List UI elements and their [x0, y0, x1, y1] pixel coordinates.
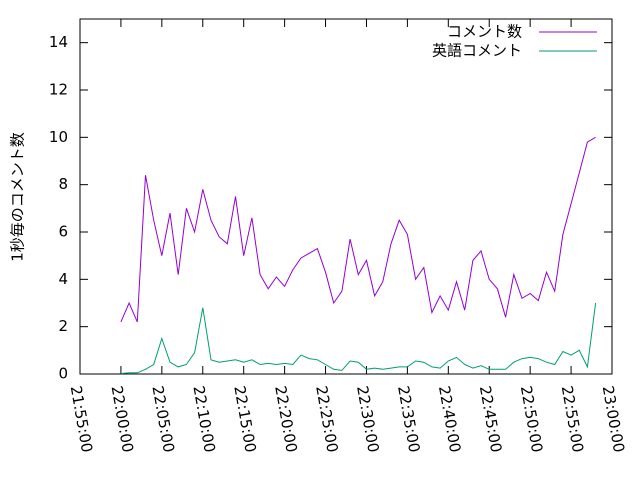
x-tick-label: 22:50:00	[517, 384, 546, 453]
x-tick-label: 22:05:00	[148, 384, 177, 453]
x-tick-label: 22:45:00	[476, 384, 505, 453]
series-line	[120, 302, 597, 374]
plot-frame	[79, 18, 613, 375]
x-tick-label: 21:55:00	[67, 384, 96, 453]
y-tick-label: 14	[49, 33, 68, 51]
y-tick-label: 8	[58, 175, 68, 193]
y-tick-label: 0	[58, 365, 68, 383]
y-axis-label: 1秒毎のコメント数	[9, 132, 27, 262]
x-tick-label: 22:30:00	[353, 384, 382, 453]
x-tick-label: 22:55:00	[558, 384, 587, 453]
x-tick-label: 22:35:00	[394, 384, 423, 453]
x-tick-label: 22:10:00	[189, 384, 218, 453]
legend-label: コメント数	[447, 23, 522, 41]
x-tick-label: 22:15:00	[230, 384, 259, 453]
x-tick-label: 22:20:00	[271, 384, 300, 453]
x-tick-label: 23:00:00	[599, 384, 628, 453]
x-tick-label: 22:00:00	[108, 384, 137, 453]
legend-label: 英語コメント	[432, 42, 522, 60]
y-tick-label: 12	[49, 81, 68, 99]
y-tick-label: 2	[58, 317, 68, 335]
y-tick-label: 4	[58, 270, 68, 288]
y-tick-label: 10	[49, 128, 68, 146]
x-tick-label: 22:25:00	[312, 384, 341, 453]
x-tick-label: 22:40:00	[435, 384, 464, 453]
y-tick-label: 6	[58, 223, 68, 241]
series-line	[120, 136, 596, 323]
